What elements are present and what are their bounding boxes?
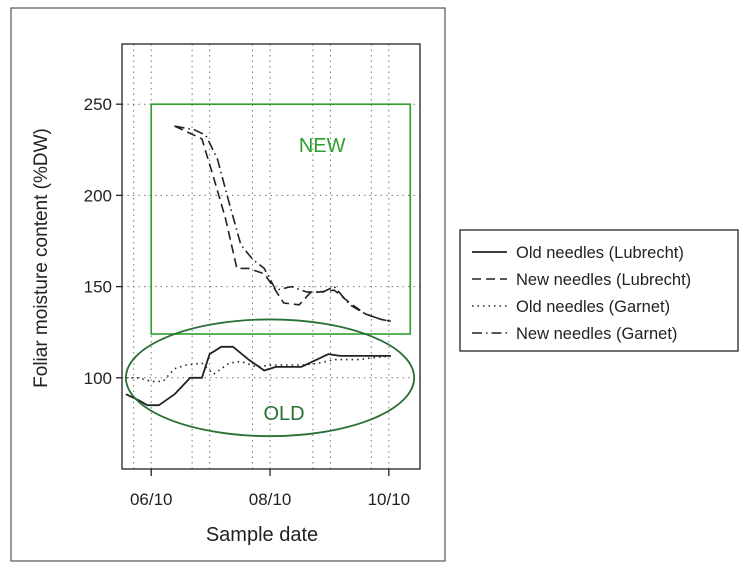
axis-ticks: 100 150 200 250 06/10 08/10 10/10 bbox=[84, 95, 410, 509]
plot-border bbox=[121, 43, 421, 470]
series-line-3 bbox=[174, 125, 391, 323]
series-line-1 bbox=[174, 125, 391, 323]
series-line-2 bbox=[125, 355, 391, 383]
annotation-label-old: OLD bbox=[263, 403, 304, 425]
legend-label-2: Old needles (Garnet) bbox=[516, 298, 670, 316]
x-tick-label: 10/10 bbox=[368, 490, 411, 509]
legend-label-3: New needles (Garnet) bbox=[516, 325, 677, 343]
annotation-label-new: NEW bbox=[299, 135, 346, 157]
legend-label-1: New needles (Lubrecht) bbox=[516, 271, 691, 289]
legend-label-0: Old needles (Lubrecht) bbox=[516, 244, 684, 262]
y-tick-label: 150 bbox=[84, 278, 112, 297]
series-layer bbox=[125, 125, 391, 407]
annotation-rect-new bbox=[150, 103, 412, 335]
legend-box bbox=[459, 229, 739, 352]
x-axis-label: Sample date bbox=[206, 524, 318, 546]
x-tick-label: 08/10 bbox=[249, 490, 292, 509]
annotation-ellipse-old bbox=[124, 318, 416, 438]
plot-area: 100 150 200 250 06/10 08/10 10/10 NEW OLD bbox=[84, 43, 421, 509]
y-tick-label: 100 bbox=[84, 369, 112, 388]
y-tick-label: 200 bbox=[84, 186, 112, 205]
series-line-0 bbox=[125, 345, 391, 407]
x-tick-label: 06/10 bbox=[130, 490, 173, 509]
y-tick-label: 250 bbox=[84, 95, 112, 114]
figure-frame bbox=[10, 7, 446, 562]
annotations: NEW OLD bbox=[124, 103, 416, 438]
y-axis-label: Foliar moisture content (%DW) bbox=[31, 128, 52, 388]
legend: Old needles (Lubrecht) New needles (Lubre… bbox=[459, 229, 739, 352]
